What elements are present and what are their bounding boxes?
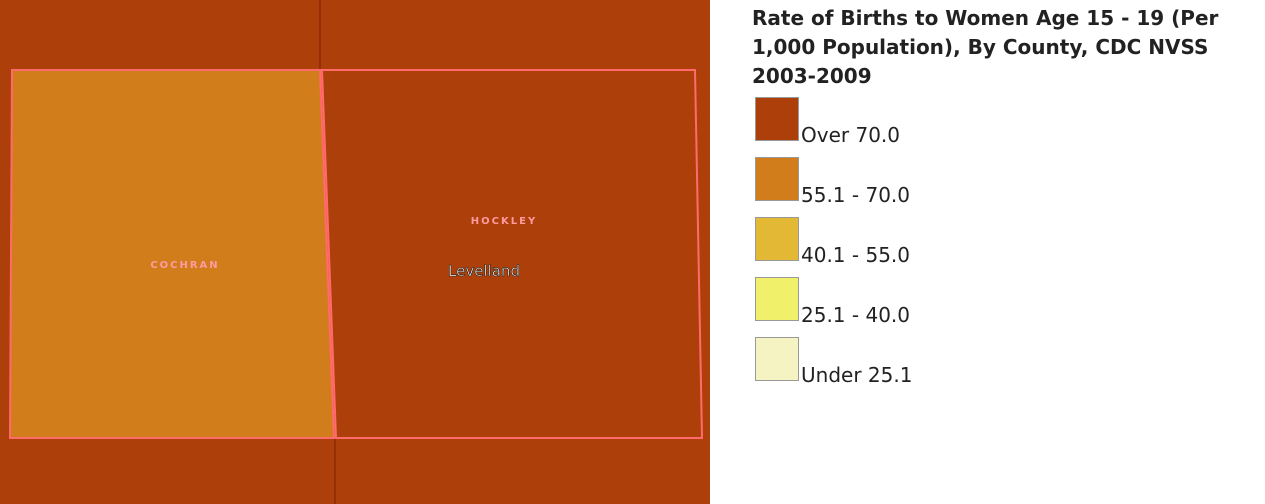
- legend-swatch: [755, 157, 799, 201]
- legend-label: 40.1 - 55.0: [801, 243, 910, 267]
- county-label: COCHRAN: [150, 260, 219, 271]
- county-hockley: [320, 69, 704, 439]
- legend-label: Over 70.0: [801, 123, 900, 147]
- legend-item: 40.1 - 55.0: [752, 217, 1257, 277]
- legend-item: 55.1 - 70.0: [752, 157, 1257, 217]
- legend-items: Over 70.0 55.1 - 70.0 40.1 - 55.0 25.1 - 40…: [752, 97, 1257, 397]
- legend-swatch: [755, 277, 799, 321]
- legend-title: Rate of Births to Women Age 15 - 19 (Per…: [752, 6, 1219, 88]
- legend-item: Over 70.0: [752, 97, 1257, 157]
- legend-swatch: [755, 337, 799, 381]
- legend-label: 25.1 - 40.0: [801, 303, 910, 327]
- county-label: HOCKLEY: [471, 216, 537, 227]
- legend-label: Under 25.1: [801, 363, 913, 387]
- legend-item: 25.1 - 40.0: [752, 277, 1257, 337]
- legend-item: Under 25.1: [752, 337, 1257, 397]
- legend-swatch: [755, 97, 799, 141]
- county-cochran: [8, 69, 336, 439]
- legend-label: 55.1 - 70.0: [801, 183, 910, 207]
- legend: Rate of Births to Women Age 15 - 19 (Per…: [752, 4, 1257, 397]
- map: COCHRAN HOCKLEY Levelland: [0, 0, 710, 504]
- legend-swatch: [755, 217, 799, 261]
- city-label: Levelland: [448, 262, 520, 280]
